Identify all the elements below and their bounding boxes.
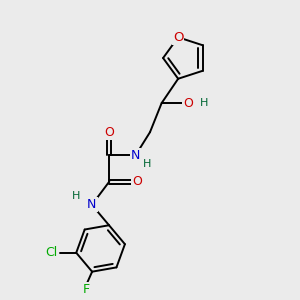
Text: H: H	[72, 191, 80, 201]
Text: F: F	[83, 284, 90, 296]
Text: H: H	[200, 98, 208, 108]
Text: N: N	[87, 198, 97, 211]
Text: N: N	[131, 149, 140, 162]
Text: O: O	[104, 126, 114, 139]
Text: O: O	[132, 175, 142, 188]
Text: O: O	[173, 31, 183, 44]
Text: H: H	[143, 159, 151, 169]
Text: O: O	[183, 97, 193, 110]
Text: Cl: Cl	[45, 246, 57, 259]
